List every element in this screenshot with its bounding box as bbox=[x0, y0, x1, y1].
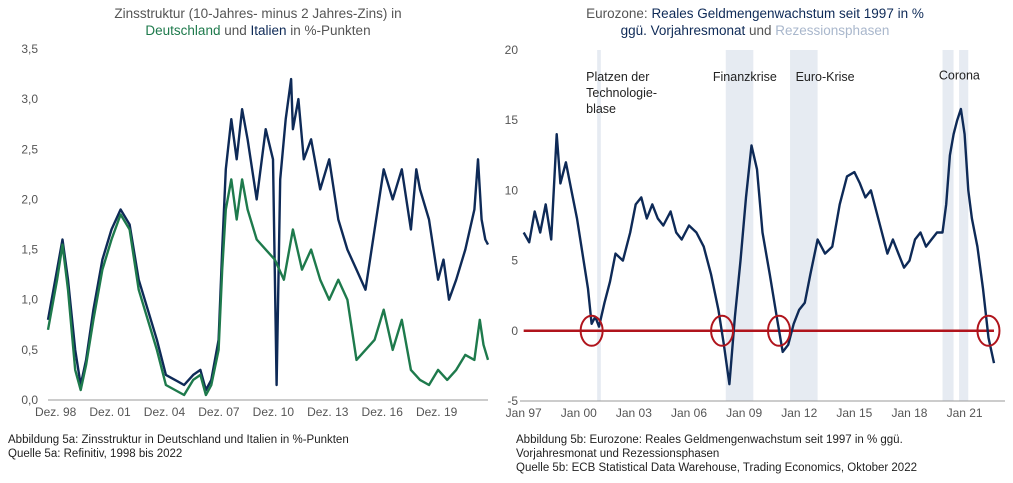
y-tick-label: 15 bbox=[505, 113, 519, 127]
annotation-text: blase bbox=[586, 102, 616, 116]
x-tick-label: Dez. 16 bbox=[362, 405, 404, 419]
chart-title-line: Eurozone: Reales Geldmengenwachstum seit… bbox=[586, 6, 924, 21]
y-tick-label: 3,0 bbox=[21, 92, 38, 106]
recession-band bbox=[942, 50, 954, 401]
x-tick-label: Dez. 10 bbox=[253, 405, 295, 419]
y-tick-label: 20 bbox=[505, 43, 519, 57]
series-line-1 bbox=[46, 178, 490, 397]
chart-money-growth: Eurozone: Reales Geldmengenwachstum seit… bbox=[505, 6, 1005, 420]
x-tick-label: Jan 97 bbox=[506, 406, 542, 420]
annotation-text: Technologie- bbox=[586, 86, 657, 100]
chart-title-line: Zinsstruktur (10-Jahres- minus 2 Jahres-… bbox=[114, 6, 401, 21]
x-tick-label: Jan 12 bbox=[781, 406, 817, 420]
chart-title-part: und bbox=[220, 23, 250, 38]
y-tick-label: 0,5 bbox=[21, 343, 38, 357]
x-tick-label: Jan 18 bbox=[891, 406, 927, 420]
x-tick-label: Dez. 13 bbox=[307, 405, 349, 419]
annotation-text: Euro-Krise bbox=[796, 70, 855, 84]
caption-5a-line: Abbildung 5a: Zinsstruktur in Deutschlan… bbox=[8, 434, 349, 446]
recession-band bbox=[725, 50, 754, 401]
caption-5b-line-2: Vorjahresmonat und Rezessionsphasen bbox=[516, 448, 720, 460]
y-tick-label: 1,5 bbox=[21, 243, 38, 257]
x-tick-label: Jan 00 bbox=[561, 406, 597, 420]
chart-title-part: Reales Geldmengenwachstum seit 1997 in % bbox=[651, 6, 923, 21]
x-tick-label: Dez. 07 bbox=[198, 405, 240, 419]
chart-title-part: Eurozone: bbox=[586, 6, 651, 21]
x-tick-label: Dez. 04 bbox=[144, 405, 186, 419]
series-line-0 bbox=[522, 107, 996, 386]
caption-5a-source: Quelle 5a: Refinitiv, 1998 bis 2022 bbox=[8, 448, 183, 460]
chart-title-part: ggü. Vorjahresmonat bbox=[621, 23, 746, 38]
chart-title-line: Deutschland und Italien in %-Punkten bbox=[145, 23, 370, 38]
chart-title-part: Italien bbox=[251, 23, 287, 38]
annotation-text: Corona bbox=[939, 68, 980, 82]
annotation-text: Platzen der bbox=[586, 70, 649, 84]
x-tick-label: Dez. 98 bbox=[35, 405, 77, 419]
recession-band bbox=[959, 50, 969, 401]
y-tick-label: 0,0 bbox=[21, 393, 38, 407]
x-tick-label: Jan 06 bbox=[671, 406, 707, 420]
chart-title-part: in %-Punkten bbox=[287, 23, 371, 38]
highlight-circle bbox=[579, 314, 604, 347]
caption-5b: Abbildung 5b: Eurozone: Reales Geldmenge… bbox=[516, 433, 1006, 475]
x-tick-label: Jan 09 bbox=[726, 406, 762, 420]
chart-title-part: Zinsstruktur (10-Jahres- minus 2 Jahres-… bbox=[114, 6, 401, 21]
y-tick-label: -5 bbox=[507, 394, 518, 408]
highlight-circle bbox=[976, 314, 1001, 347]
caption-5b-source: Quelle 5b: ECB Statistical Data Warehous… bbox=[516, 462, 917, 474]
y-tick-label: 1,0 bbox=[21, 293, 38, 307]
highlight-circle bbox=[767, 314, 792, 347]
chart-title-part: und bbox=[745, 23, 775, 38]
y-tick-label: 2,0 bbox=[21, 192, 38, 206]
x-tick-label: Jan 03 bbox=[616, 406, 652, 420]
y-tick-label: 10 bbox=[505, 183, 519, 197]
y-tick-label: 0 bbox=[511, 324, 518, 338]
highlight-circle bbox=[710, 314, 735, 347]
x-tick-label: Dez. 19 bbox=[416, 405, 458, 419]
caption-5b-line: Abbildung 5b: Eurozone: Reales Geldmenge… bbox=[516, 434, 903, 446]
chart-title-part: Rezessionsphasen bbox=[775, 23, 889, 38]
x-tick-label: Jan 15 bbox=[836, 406, 872, 420]
chart-title-part: Deutschland bbox=[145, 23, 220, 38]
annotation-text: Finanzkrise bbox=[713, 70, 777, 84]
y-tick-label: 2,5 bbox=[21, 142, 38, 156]
x-tick-label: Jan 21 bbox=[947, 406, 983, 420]
recession-band bbox=[790, 50, 818, 401]
y-tick-label: 3,5 bbox=[21, 42, 38, 56]
x-tick-label: Dez. 01 bbox=[89, 405, 131, 419]
chart-title-line: ggü. Vorjahresmonat und Rezessionsphasen bbox=[621, 23, 890, 38]
chart-interest-spread: Zinsstruktur (10-Jahres- minus 2 Jahres-… bbox=[21, 6, 490, 419]
series-line-0 bbox=[46, 77, 490, 392]
caption-5a: Abbildung 5a: Zinsstruktur in Deutschlan… bbox=[8, 433, 488, 461]
y-tick-label: 5 bbox=[511, 254, 518, 268]
recession-band bbox=[597, 50, 601, 401]
